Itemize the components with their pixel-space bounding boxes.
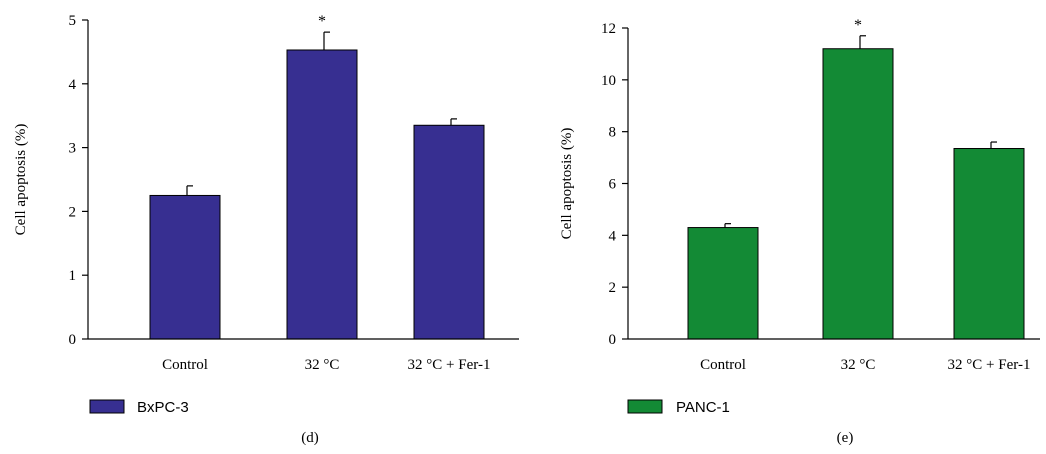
bars-group: [687, 48, 1025, 340]
bar: [953, 148, 1025, 340]
y-axis-ticks: 0 1 2 3 4 5: [69, 13, 88, 348]
category-label: 32 °C: [841, 357, 876, 373]
category-label: Control: [162, 357, 208, 373]
y-tick-label: 12: [601, 21, 616, 37]
significance-group: *: [854, 17, 862, 34]
y-tick-label: 3: [69, 141, 77, 157]
legend-label: PANC-1: [676, 399, 730, 416]
category-label: 32 °C: [305, 357, 340, 373]
y-axis-title: Cell apoptosis (%): [13, 124, 29, 236]
y-axis-title: Cell apoptosis (%): [559, 128, 575, 240]
error-bars-group: [724, 35, 997, 228]
y-tick-label: 0: [69, 332, 77, 348]
significance-mark: *: [318, 13, 326, 30]
category-labels: Control 32 °C 32 °C + Fer-1: [700, 357, 1030, 373]
panel-label: (e): [837, 430, 854, 446]
y-tick-label: 4: [69, 77, 77, 93]
y-tick-label: 2: [609, 280, 617, 296]
category-labels: Control 32 °C 32 °C + Fer-1: [162, 357, 490, 373]
legend-swatch: [627, 399, 663, 414]
y-tick-label: 10: [601, 73, 616, 89]
chart-panel-d: 0 1 2 3 4 5 * Control 32 °C 32 °C + Fer-1 Cell …: [13, 13, 519, 446]
y-tick-label: 4: [609, 228, 617, 244]
y-tick-label: 1: [69, 268, 77, 284]
y-tick-label: 2: [69, 204, 77, 220]
category-label: Control: [700, 357, 746, 373]
y-tick-label: 5: [69, 13, 77, 29]
y-axis-ticks: 0 2 4 6 8 10 12: [601, 21, 628, 348]
chart-panel-e: 0 2 4 6 8 10 12 * Control 32 °C 32 °C + Fer-1 Ce…: [559, 17, 1040, 446]
legend-label: BxPC-3: [137, 399, 189, 416]
bar: [149, 194, 221, 340]
significance-group: *: [318, 13, 326, 30]
error-bars-group: [186, 31, 457, 196]
y-tick-label: 8: [609, 125, 617, 141]
bar: [822, 48, 894, 340]
panel-label: (d): [301, 430, 319, 446]
legend-swatch: [89, 399, 125, 414]
significance-mark: *: [854, 17, 862, 34]
y-tick-label: 6: [609, 177, 617, 193]
y-tick-label: 0: [609, 332, 617, 348]
category-label: 32 °C + Fer-1: [948, 357, 1031, 373]
bar: [286, 49, 358, 340]
category-label: 32 °C + Fer-1: [408, 357, 491, 373]
bar: [413, 124, 485, 340]
bars-group: [149, 49, 485, 340]
bar: [687, 227, 759, 340]
